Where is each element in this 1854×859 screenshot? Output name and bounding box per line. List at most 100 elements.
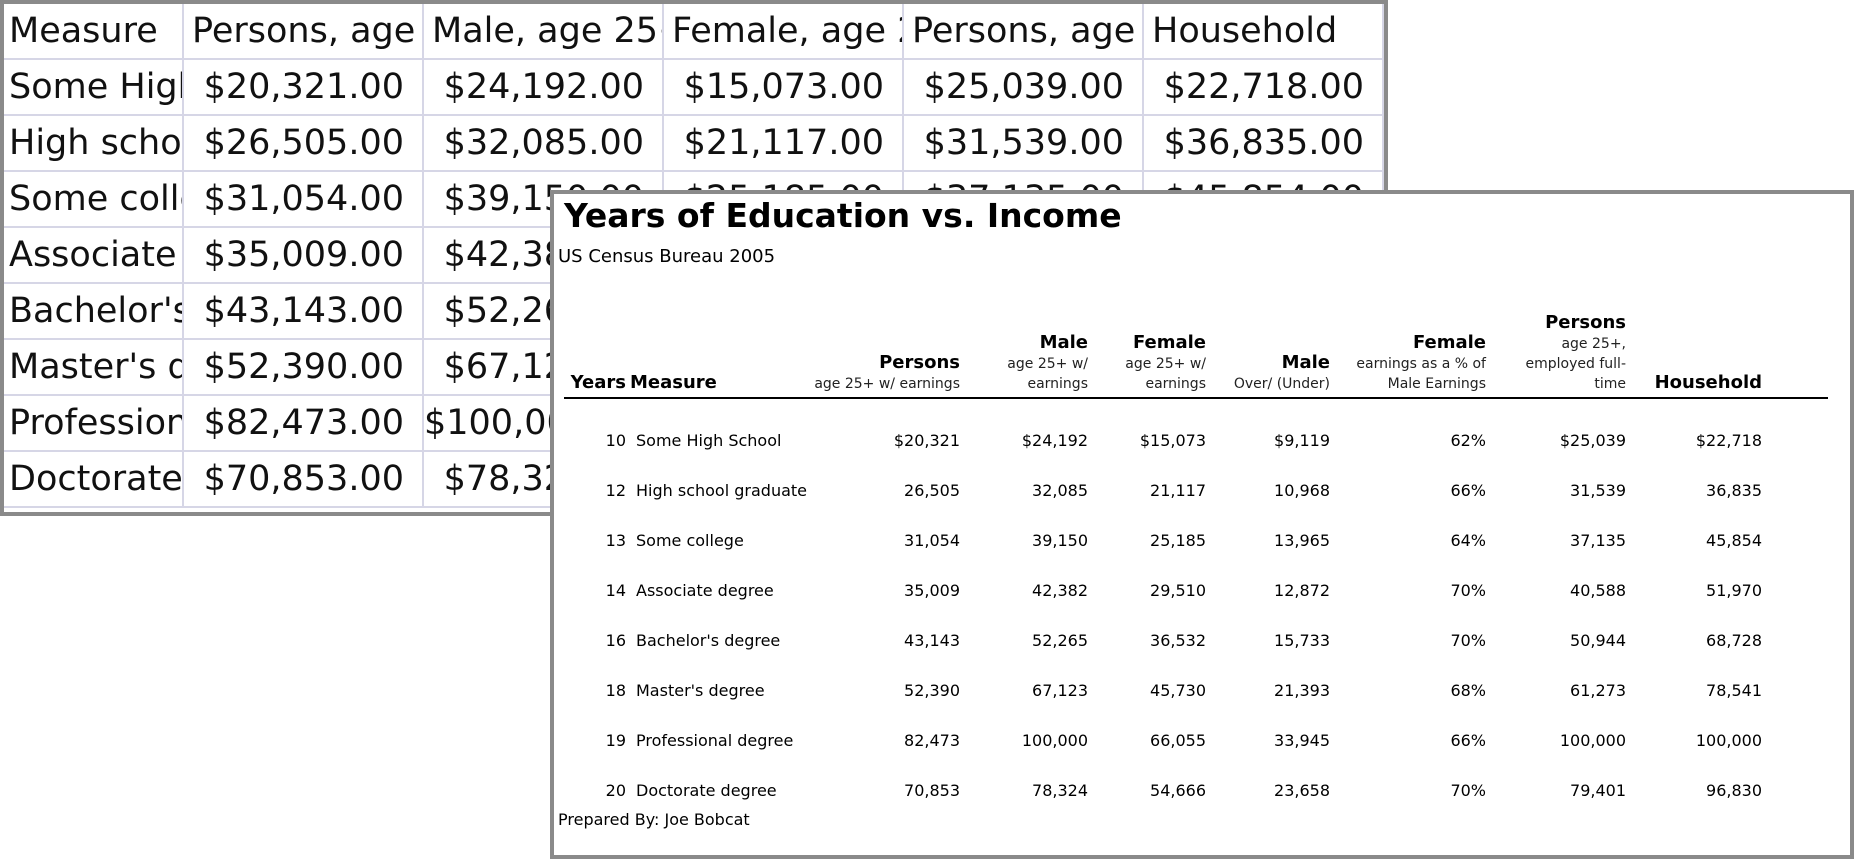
spreadsheet-header-cell[interactable]: Male, age 25+ bbox=[424, 4, 664, 60]
spreadsheet-cell[interactable]: $43,143.00 bbox=[184, 284, 424, 340]
cell-years: 14 bbox=[605, 581, 626, 600]
cell-years: 20 bbox=[605, 781, 626, 800]
cell-measure: Professional degree bbox=[636, 731, 794, 750]
spreadsheet-cell[interactable]: $70,853.00 bbox=[184, 452, 424, 508]
report-subtitle: US Census Bureau 2005 bbox=[558, 246, 776, 267]
cell-years: 13 bbox=[605, 531, 626, 550]
spreadsheet-header-cell[interactable]: Persons, age 25+ bbox=[184, 4, 424, 60]
spreadsheet-cell[interactable]: $82,473.00 bbox=[184, 396, 424, 452]
cell-measure: Master's degree bbox=[636, 681, 765, 700]
cell-male: $24,192 bbox=[1021, 431, 1088, 450]
spreadsheet-cell[interactable]: $32,085.00 bbox=[424, 116, 664, 172]
spreadsheet-cell[interactable]: $35,009.00 bbox=[184, 228, 424, 284]
cell-measure: Bachelor's degree bbox=[636, 631, 781, 650]
spreadsheet-cell[interactable]: Master's degree bbox=[4, 340, 184, 396]
cell-persons-ft: 61,273 bbox=[1570, 681, 1626, 700]
cell-male-over: $9,119 bbox=[1274, 431, 1330, 450]
spreadsheet-cell[interactable]: $25,039.00 bbox=[904, 60, 1144, 116]
cell-persons: 35,009 bbox=[904, 581, 960, 600]
cell-male-over: 15,733 bbox=[1274, 631, 1330, 650]
cell-persons-ft: 40,588 bbox=[1570, 581, 1626, 600]
cell-male-over: 23,658 bbox=[1274, 781, 1330, 800]
cell-male: 78,324 bbox=[1032, 781, 1088, 800]
table-row: 12 High school graduate 26,505 32,085 21,117… bbox=[554, 476, 1850, 506]
spreadsheet-cell[interactable]: High school graduate bbox=[4, 116, 184, 172]
cell-male: 39,150 bbox=[1032, 531, 1088, 550]
spreadsheet-cell[interactable]: $24,192.00 bbox=[424, 60, 664, 116]
cell-female-pct: 70% bbox=[1450, 631, 1486, 650]
table-row: 16 Bachelor's degree 43,143 52,265 36,532 15,… bbox=[554, 626, 1850, 656]
spreadsheet-header-cell[interactable]: Female, age 25+ bbox=[664, 4, 904, 60]
spreadsheet-cell[interactable]: $21,117.00 bbox=[664, 116, 904, 172]
table-row: 18 Master's degree 52,390 67,123 45,730 21,39… bbox=[554, 676, 1850, 706]
spreadsheet-cell[interactable]: $52,390.00 bbox=[184, 340, 424, 396]
cell-male: 42,382 bbox=[1032, 581, 1088, 600]
cell-years: 19 bbox=[605, 731, 626, 750]
cell-female: 21,117 bbox=[1150, 481, 1206, 500]
cell-measure: Some High School bbox=[636, 431, 782, 450]
report-title: Years of Education vs. Income bbox=[564, 196, 1122, 235]
report-footer: Prepared By: Joe Bobcat bbox=[558, 810, 750, 829]
cell-female-pct: 66% bbox=[1450, 731, 1486, 750]
spreadsheet-header-cell[interactable]: Measure bbox=[4, 4, 184, 60]
spreadsheet-cell[interactable]: $31,539.00 bbox=[904, 116, 1144, 172]
spreadsheet-cell[interactable]: $36,835.00 bbox=[1144, 116, 1384, 172]
cell-male-over: 12,872 bbox=[1274, 581, 1330, 600]
spreadsheet-cell[interactable]: Bachelor's degree bbox=[4, 284, 184, 340]
report-panel: Years of Education vs. Income US Census … bbox=[550, 190, 1854, 859]
cell-male: 52,265 bbox=[1032, 631, 1088, 650]
cell-persons-ft: 100,000 bbox=[1559, 731, 1626, 750]
cell-male-over: 10,968 bbox=[1274, 481, 1330, 500]
header-persons-full-time: Persons age 25+, employed full-time bbox=[1525, 312, 1626, 392]
spreadsheet-cell[interactable]: $31,054.00 bbox=[184, 172, 424, 228]
cell-household: 78,541 bbox=[1706, 681, 1762, 700]
spreadsheet-cell[interactable]: $22,718.00 bbox=[1144, 60, 1384, 116]
spreadsheet-cell[interactable]: Some High School bbox=[4, 60, 184, 116]
spreadsheet-cell[interactable]: $15,073.00 bbox=[664, 60, 904, 116]
cell-household: 51,970 bbox=[1706, 581, 1762, 600]
header-female: Female age 25+ w/ earnings bbox=[1125, 332, 1206, 392]
table-row: 13 Some college 31,054 39,150 25,185 13,965 64… bbox=[554, 526, 1850, 556]
spreadsheet-cell[interactable]: Some college bbox=[4, 172, 184, 228]
cell-measure: Doctorate degree bbox=[636, 781, 777, 800]
cell-female-pct: 70% bbox=[1450, 581, 1486, 600]
header-male-over-under: Male Over/ (Under) bbox=[1233, 352, 1330, 392]
spreadsheet-header-cell[interactable]: Persons, age 25+ bbox=[904, 4, 1144, 60]
cell-persons: 70,853 bbox=[904, 781, 960, 800]
cell-persons-ft: $25,039 bbox=[1559, 431, 1626, 450]
cell-measure: High school graduate bbox=[636, 481, 807, 500]
cell-female-pct: 70% bbox=[1450, 781, 1486, 800]
header-persons: Persons age 25+ w/ earnings bbox=[814, 352, 960, 392]
cell-male: 100,000 bbox=[1021, 731, 1088, 750]
cell-household: 45,854 bbox=[1706, 531, 1762, 550]
cell-female-pct: 68% bbox=[1450, 681, 1486, 700]
cell-household: 100,000 bbox=[1695, 731, 1762, 750]
spreadsheet-cell[interactable]: $26,505.00 bbox=[184, 116, 424, 172]
cell-years: 10 bbox=[605, 431, 626, 450]
header-female-pct: Female earnings as a % of Male Earnings bbox=[1356, 332, 1486, 392]
header-measure: Measure bbox=[630, 372, 717, 393]
cell-persons: 31,054 bbox=[904, 531, 960, 550]
spreadsheet-cell[interactable]: Doctorate degree bbox=[4, 452, 184, 508]
cell-male-over: 21,393 bbox=[1274, 681, 1330, 700]
spreadsheet-cell[interactable]: $20,321.00 bbox=[184, 60, 424, 116]
cell-household: 68,728 bbox=[1706, 631, 1762, 650]
table-row: 19 Professional degree 82,473 100,000 66,055… bbox=[554, 726, 1850, 756]
header-male: Male age 25+ w/ earnings bbox=[1007, 332, 1088, 392]
cell-persons: 43,143 bbox=[904, 631, 960, 650]
cell-years: 16 bbox=[605, 631, 626, 650]
spreadsheet-cell[interactable]: Associate degree bbox=[4, 228, 184, 284]
cell-persons-ft: 37,135 bbox=[1570, 531, 1626, 550]
cell-male: 32,085 bbox=[1032, 481, 1088, 500]
cell-persons-ft: 79,401 bbox=[1570, 781, 1626, 800]
cell-measure: Associate degree bbox=[636, 581, 774, 600]
spreadsheet-cell[interactable]: Professional degree bbox=[4, 396, 184, 452]
cell-female: 54,666 bbox=[1150, 781, 1206, 800]
cell-female: 25,185 bbox=[1150, 531, 1206, 550]
cell-persons: 52,390 bbox=[904, 681, 960, 700]
cell-measure: Some college bbox=[636, 531, 744, 550]
spreadsheet-header-cell[interactable]: Household bbox=[1144, 4, 1384, 60]
cell-male: 67,123 bbox=[1032, 681, 1088, 700]
table-row: 14 Associate degree 35,009 42,382 29,510 12,8… bbox=[554, 576, 1850, 606]
cell-female-pct: 66% bbox=[1450, 481, 1486, 500]
